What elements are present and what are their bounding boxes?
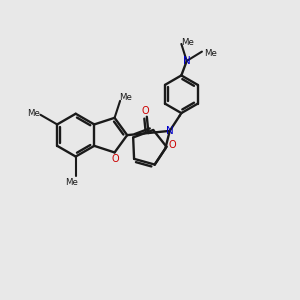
Text: O: O xyxy=(142,106,149,116)
Text: Me: Me xyxy=(119,93,132,102)
Text: O: O xyxy=(112,154,119,164)
Text: N: N xyxy=(183,56,190,66)
Text: Me: Me xyxy=(65,178,78,187)
Text: N: N xyxy=(166,126,174,136)
Text: Me: Me xyxy=(182,38,194,47)
Text: O: O xyxy=(169,140,176,150)
Text: Me: Me xyxy=(204,49,217,58)
Text: Me: Me xyxy=(28,109,40,118)
